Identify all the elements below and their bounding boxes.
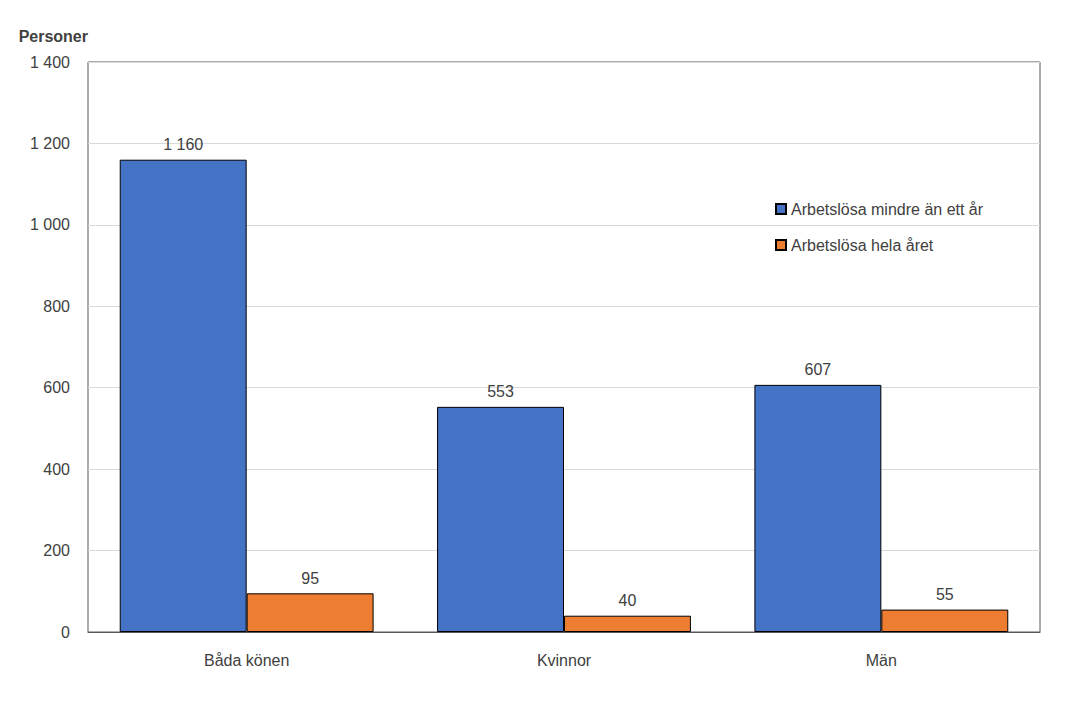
svg-text:1 160: 1 160 bbox=[163, 136, 203, 153]
svg-text:600: 600 bbox=[43, 379, 70, 396]
svg-text:Arbetslösa mindre än ett år: Arbetslösa mindre än ett år bbox=[791, 201, 984, 218]
svg-text:Kvinnor: Kvinnor bbox=[537, 652, 592, 669]
svg-text:0: 0 bbox=[61, 624, 70, 641]
svg-text:55: 55 bbox=[936, 586, 954, 603]
svg-text:1 200: 1 200 bbox=[30, 135, 70, 152]
svg-text:400: 400 bbox=[43, 461, 70, 478]
svg-text:Män: Män bbox=[866, 652, 897, 669]
svg-text:1 000: 1 000 bbox=[30, 216, 70, 233]
svg-text:Båda könen: Båda könen bbox=[204, 652, 289, 669]
svg-text:95: 95 bbox=[301, 570, 319, 587]
svg-text:800: 800 bbox=[43, 298, 70, 315]
svg-text:553: 553 bbox=[487, 383, 514, 400]
svg-text:1 400: 1 400 bbox=[30, 54, 70, 71]
svg-text:40: 40 bbox=[619, 592, 637, 609]
svg-text:200: 200 bbox=[43, 542, 70, 559]
svg-text:607: 607 bbox=[805, 361, 832, 378]
svg-text:Personer: Personer bbox=[19, 28, 88, 45]
svg-text:Arbetslösa hela året: Arbetslösa hela året bbox=[791, 237, 934, 254]
